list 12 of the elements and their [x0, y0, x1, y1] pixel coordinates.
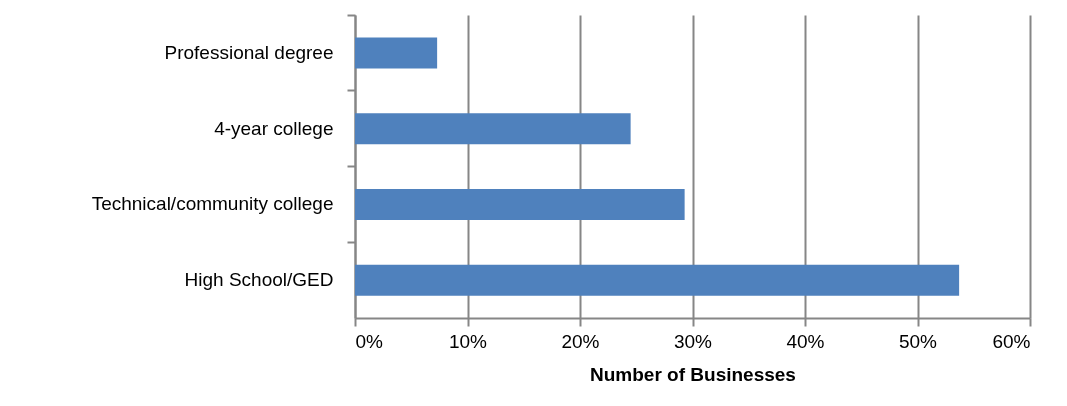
x-tick-label: 10% — [448, 330, 488, 352]
y-tick-label: Professional degree — [164, 41, 334, 63]
y-tick-label: High School/GED — [184, 269, 334, 291]
x-tick-label: 40% — [786, 330, 825, 352]
x-axis-title: Number of Businesses — [590, 363, 796, 385]
x-tick-label: 50% — [898, 330, 938, 352]
x-tick-label: 30% — [673, 330, 713, 352]
y-tick-label: 4-year college — [214, 117, 334, 139]
x-tick-label: 0% — [355, 330, 384, 352]
x-tick-label: 20% — [561, 330, 600, 352]
y-tick-label: Technical/community college — [91, 193, 334, 215]
x-tick-label: 60% — [992, 330, 1031, 352]
